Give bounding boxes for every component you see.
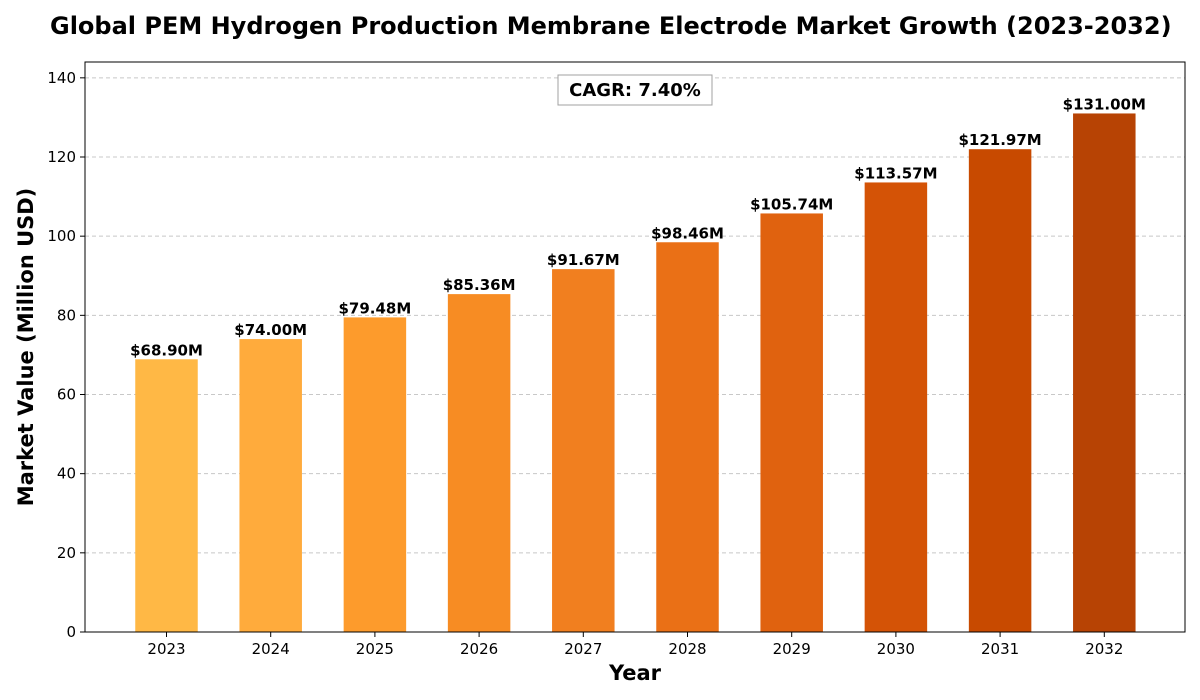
y-axis-label: Market Value (Million USD) [14,188,38,507]
data-label: $98.46M [651,224,724,242]
y-tick-label: 20 [57,544,76,562]
chart-title: Global PEM Hydrogen Production Membrane … [50,12,1172,40]
y-tick-label: 80 [57,306,76,324]
cagr-annotation: CAGR: 7.40% [557,74,713,106]
x-tick-label: 2024 [252,640,290,658]
x-tick-label: 2032 [1085,640,1123,658]
x-axis-label: Year [608,661,662,685]
data-label: $121.97M [958,131,1041,149]
cagr-text: CAGR: 7.40% [569,80,701,101]
y-tick-label: 60 [57,386,76,404]
bar-2032 [1073,113,1136,633]
x-tick-label: 2029 [773,640,811,658]
data-label: $91.67M [547,251,620,269]
bar-2023 [135,359,198,632]
x-tick-label: 2027 [564,640,602,658]
bar-2030 [864,182,928,632]
y-tick-label: 40 [57,465,76,483]
x-tick-label: 2023 [147,640,185,658]
y-tick-label: 0 [66,623,76,641]
plot-frame [84,61,1186,633]
x-tick-label: 2026 [460,640,498,658]
x-tick-label: 2028 [668,640,706,658]
data-label: $113.57M [854,164,937,182]
bar-2031 [968,149,1032,632]
data-label: $79.48M [338,299,411,317]
y-tick-label: 100 [47,227,76,245]
data-label: $105.74M [750,195,833,213]
bar-2029 [760,213,823,632]
bar-2025 [343,317,407,632]
data-label: $131.00M [1063,95,1146,113]
data-label: $74.00M [234,321,307,339]
data-label: $68.90M [130,341,203,359]
bar-2027 [552,269,615,632]
bar-2024 [239,339,302,632]
bar-2026 [447,294,511,632]
bar-2028 [656,242,719,632]
bars [135,113,1136,633]
x-tick-label: 2030 [877,640,915,658]
y-tick-label: 120 [47,148,76,166]
data-labels: $68.90M $74.00M $79.48M $85.36M $91.67M $98.4… [130,95,1146,359]
x-tick-label: 2025 [356,640,394,658]
data-label: $85.36M [443,276,516,294]
axis-ticks: 0 20 40 60 80 100 120 140 2023 2024 2025 2026 2027 20… [47,69,1123,658]
x-tick-label: 2031 [981,640,1019,658]
y-tick-label: 140 [47,69,76,87]
